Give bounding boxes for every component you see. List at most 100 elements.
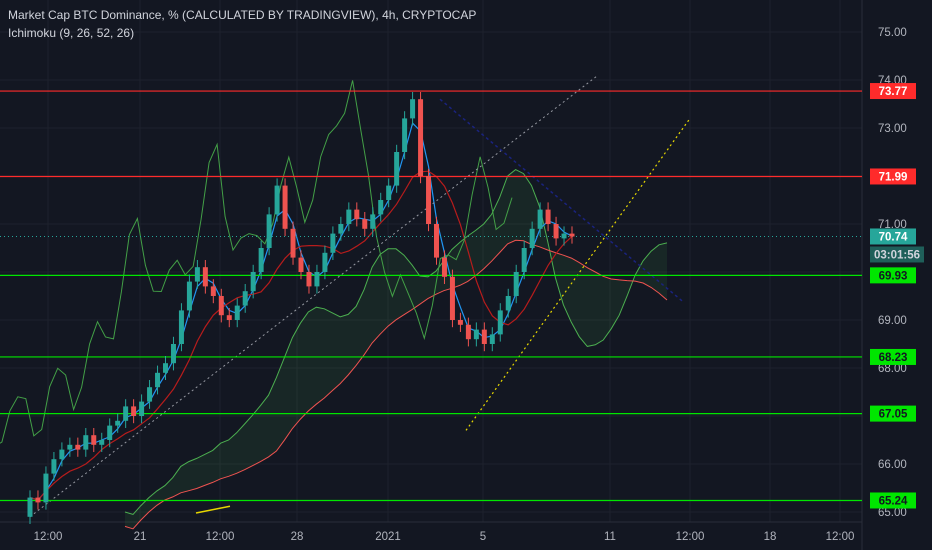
candle-body — [123, 406, 129, 421]
tenkan-line — [29, 122, 573, 501]
candle-body — [202, 267, 208, 287]
level-badge — [870, 168, 916, 185]
candle-body — [370, 214, 376, 229]
candle-body — [449, 276, 455, 320]
candle-body — [481, 329, 487, 344]
candle-body — [322, 252, 328, 272]
x-tick-label: 12:00 — [676, 531, 705, 543]
candle-body — [537, 209, 543, 229]
trend-line-down — [439, 98, 683, 302]
x-tick-label: 5 — [480, 531, 486, 543]
candle-body — [418, 99, 424, 176]
y-tick-label: 71.00 — [878, 219, 907, 231]
level-badge — [870, 492, 916, 509]
level-badge — [870, 83, 916, 100]
candle-body — [306, 272, 312, 287]
time-axis[interactable]: 12:00 21 12:00 28 2021 5 11 12:00 18 12:00 — [34, 531, 855, 543]
trend-line-yellow — [465, 118, 691, 431]
trend-lines — [0, 74, 862, 518]
candle-body — [107, 425, 113, 440]
candle-body — [274, 185, 280, 215]
level-badge-label: 71.99 — [879, 171, 908, 183]
candle-body — [434, 224, 439, 258]
y-tick-label: 65.00 — [878, 507, 907, 519]
trend-line-yellow-short — [195, 505, 231, 514]
candle-body — [473, 329, 479, 340]
candle-body — [489, 334, 495, 344]
x-tick-label: 12:00 — [826, 531, 855, 543]
candle-body — [338, 224, 344, 234]
candle-body — [569, 233, 575, 237]
candle-body — [354, 209, 360, 220]
candle-body — [553, 224, 559, 239]
x-tick-label: 2021 — [375, 531, 401, 543]
candle-body — [147, 387, 153, 402]
senkou-span-b — [124, 239, 668, 530]
y-tick-label: 75.00 — [878, 27, 907, 39]
price-badges: 73.77 71.99 69.93 68.23 67.05 65.24 70.74 03:01… — [870, 83, 924, 509]
ichimoku-cloud — [124, 169, 668, 530]
candle-body — [330, 233, 336, 253]
x-tick-label: 12:00 — [34, 531, 63, 543]
horizontal-levels — [0, 90, 862, 502]
candle-body — [441, 257, 447, 277]
last-price-label: 70.74 — [879, 231, 908, 243]
y-tick-label: 69.00 — [878, 315, 907, 327]
candle-body — [457, 320, 463, 325]
candle-body — [210, 286, 216, 296]
candle-body — [529, 228, 535, 248]
candle-body — [83, 435, 89, 450]
level-badge-label: 65.24 — [879, 495, 908, 507]
candle-body — [163, 363, 168, 373]
chart-grid — [0, 0, 863, 550]
candle-body — [75, 444, 81, 450]
candle-body — [258, 248, 264, 272]
candle-body — [513, 272, 519, 296]
candle-body — [27, 497, 33, 517]
candle-body — [218, 296, 224, 316]
y-tick-label: 68.00 — [878, 363, 907, 375]
candle-body — [505, 296, 511, 311]
candle-body — [346, 209, 352, 224]
y-tick-label: 73.00 — [878, 123, 907, 135]
candle-body — [234, 305, 240, 320]
candle-body — [290, 228, 296, 258]
candle-body — [35, 497, 41, 503]
candle-body — [186, 281, 192, 311]
candle-body — [497, 310, 503, 335]
level-badge — [870, 405, 916, 422]
candle-body — [115, 420, 121, 426]
level-badge — [870, 267, 916, 284]
y-tick-label: 66.00 — [878, 459, 907, 471]
level-badge-label: 73.77 — [879, 86, 908, 98]
last-price-badge — [870, 228, 916, 245]
level-badge-label: 68.23 — [879, 352, 908, 364]
candle-body — [266, 214, 272, 248]
x-tick-label: 21 — [134, 531, 147, 543]
countdown-label: 03:01:56 — [874, 249, 920, 261]
candle-body — [43, 473, 49, 503]
candle-body — [178, 310, 184, 344]
kijun-line — [29, 170, 573, 501]
candle-body — [378, 200, 384, 215]
x-tick-label: 18 — [764, 531, 777, 543]
candle-body — [521, 248, 527, 272]
candle-body — [362, 219, 368, 229]
candle-body — [67, 444, 73, 450]
candle-body — [282, 185, 288, 229]
trend-line-up — [29, 74, 599, 518]
candle-body — [426, 176, 432, 224]
indicator-label[interactable]: Ichimoku (9, 26, 52, 26) — [8, 26, 135, 40]
chart-legend: Market Cap BTC Dominance, % (CALCULATED … — [8, 6, 476, 42]
candle-body — [561, 233, 567, 239]
candle-body — [242, 291, 248, 306]
candle-body — [465, 324, 471, 340]
x-tick-label: 11 — [604, 531, 616, 543]
level-badge-label: 69.93 — [879, 270, 908, 282]
senkou-span-a — [124, 169, 668, 515]
candlesticks — [27, 92, 575, 524]
countdown-badge — [870, 246, 924, 263]
candle-body — [545, 209, 551, 224]
candle-body — [298, 257, 304, 272]
